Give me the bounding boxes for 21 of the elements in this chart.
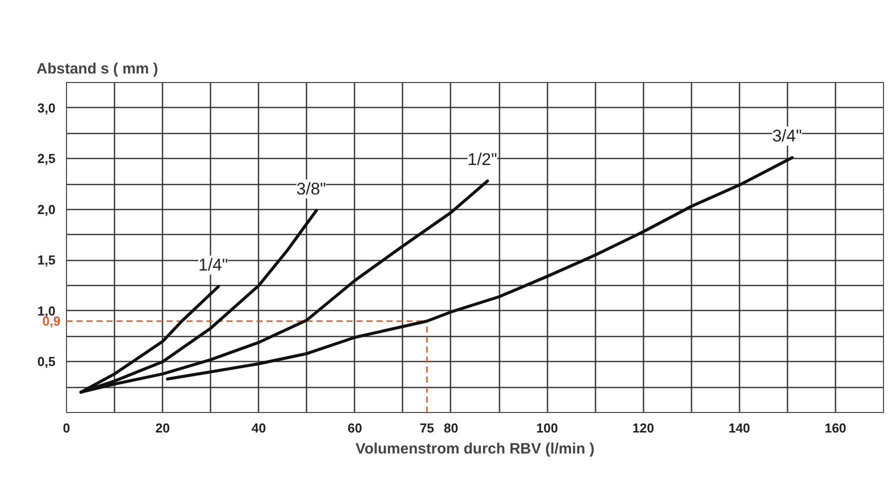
- y-tick-label: 2,5: [37, 151, 56, 166]
- y-tick-label: 3,0: [37, 100, 56, 116]
- series-label: 1/4": [198, 256, 228, 275]
- y-tick-label: 2,0: [37, 202, 56, 217]
- y-axis-title: Abstand s ( mm ): [36, 60, 158, 78]
- x-tick-label: 80: [444, 420, 458, 436]
- ref-line-label: 75: [420, 420, 434, 436]
- x-tick-label: 140: [728, 420, 750, 436]
- x-tick-label: 60: [348, 420, 362, 436]
- x-tick-label: 20: [155, 420, 170, 436]
- series-label: 3/8": [296, 179, 326, 198]
- y-tick-label: 0,5: [37, 354, 56, 370]
- x-tick-label: 0: [62, 420, 70, 436]
- series-label: 3/4": [772, 126, 802, 146]
- series-label: 1/2": [467, 150, 498, 169]
- x-tick-label: 120: [632, 420, 654, 436]
- x-axis-title: Volumenstrom durch RBV (l/min ): [356, 440, 594, 458]
- y-tick-label: 1,5: [37, 252, 56, 268]
- x-tick-label: 160: [824, 420, 846, 436]
- x-tick-label: 40: [252, 420, 266, 436]
- x-tick-label: 100: [536, 420, 558, 436]
